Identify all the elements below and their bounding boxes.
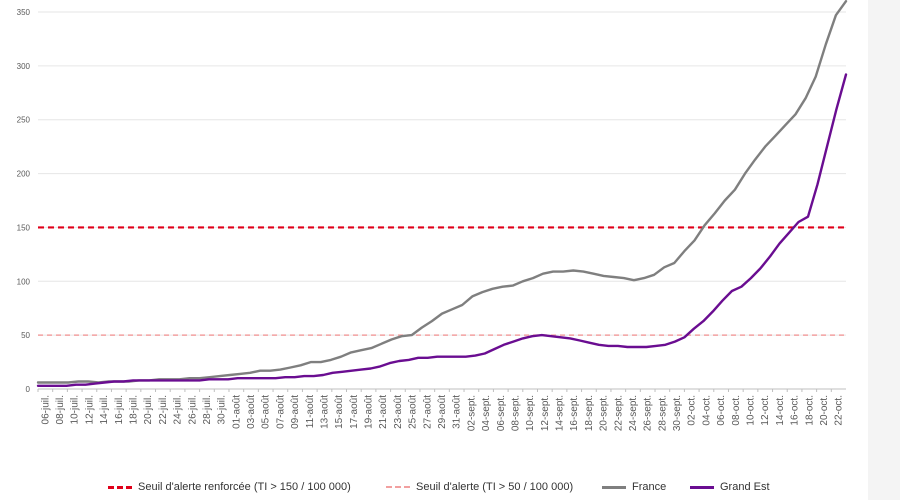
x-tick-label: 16-sept.	[569, 395, 580, 431]
legend-label-france: France	[632, 481, 667, 493]
grey-line-swatch	[602, 485, 626, 489]
x-tick-label: 03-août	[246, 395, 257, 429]
y-tick-label: 50	[21, 331, 30, 340]
x-tick-label: 13-août	[319, 395, 330, 429]
legend-item-france: France	[602, 481, 666, 493]
legend-label-grand-est: Grand Est	[720, 481, 770, 493]
x-tick-label: 22-sept.	[613, 395, 624, 431]
x-tick-label: 06-juil.	[40, 395, 51, 424]
x-tick-label: 20-oct.	[819, 395, 830, 426]
x-tick-label: 30-juil.	[217, 395, 228, 424]
x-tick-label: 22-juil.	[158, 395, 169, 424]
x-tick-label: 07-août	[275, 395, 286, 429]
x-tick-label: 30-sept.	[672, 395, 683, 431]
x-tick-label: 25-août	[408, 395, 419, 429]
x-tick-label: 12-oct.	[760, 395, 771, 426]
x-tick-label: 21-août	[378, 395, 389, 429]
x-tick-label: 18-sept.	[584, 395, 595, 431]
x-tick-label: 01-août	[231, 395, 242, 429]
chart-legend: Seuil d'alerte renforcée (TI > 150 / 100…	[0, 476, 900, 500]
x-tick-label: 19-août	[364, 395, 375, 429]
x-tick-label: 14-oct.	[775, 395, 786, 426]
x-tick-label: 04-sept.	[481, 395, 492, 431]
x-tick-label: 18-juil.	[128, 395, 139, 424]
x-tick-label: 10-sept.	[525, 395, 536, 431]
right-edge-panel	[868, 0, 900, 500]
x-tick-label: 29-août	[437, 395, 448, 429]
x-tick-label: 12-juil.	[84, 395, 95, 424]
y-tick-label: 350	[17, 8, 31, 17]
x-tick-label: 08-juil.	[55, 395, 66, 424]
series-line-france	[36, 0, 848, 384]
legend-label-seuil-renforce: Seuil d'alerte renforcée (TI > 150 / 100…	[138, 481, 351, 493]
x-tick-label: 10-juil.	[70, 395, 81, 424]
y-tick-label: 150	[17, 223, 31, 232]
legend-label-seuil: Seuil d'alerte (TI > 50 / 100 000)	[416, 481, 574, 493]
x-tick-label: 27-août	[422, 395, 433, 429]
legend-item-seuil: Seuil d'alerte (TI > 50 / 100 000)	[386, 481, 573, 493]
legend-item-grand-est: Grand Est	[690, 481, 770, 493]
y-tick-label: 250	[17, 116, 31, 125]
red-dashed-line-swatch	[108, 485, 132, 489]
x-tick-label: 06-oct.	[716, 395, 727, 426]
x-tick-label: 24-juil.	[173, 395, 184, 424]
legend-item-seuil-renforce: Seuil d'alerte renforcée (TI > 150 / 100…	[108, 481, 351, 493]
purple-line-swatch	[690, 485, 714, 489]
x-tick-label: 10-oct.	[746, 395, 757, 426]
x-tick-label: 12-sept.	[540, 395, 551, 431]
x-tick-label: 28-juil.	[202, 395, 213, 424]
x-tick-label: 06-sept.	[496, 395, 507, 431]
x-tick-label: 28-sept.	[657, 395, 668, 431]
x-tick-label: 15-août	[334, 395, 345, 429]
y-tick-label: 100	[17, 277, 31, 286]
x-tick-label: 22-oct.	[834, 395, 845, 426]
x-tick-label: 20-sept.	[599, 395, 610, 431]
series-line-grand-est	[36, 73, 848, 387]
x-tick-label: 02-sept.	[466, 395, 477, 431]
x-tick-label: 26-juil.	[187, 395, 198, 424]
x-tick-label: 11-août	[305, 395, 316, 428]
x-tick-label: 14-juil.	[99, 395, 110, 424]
x-tick-label: 08-oct.	[731, 395, 742, 426]
x-tick-label: 31-août	[452, 395, 463, 429]
x-tick-label: 24-sept.	[628, 395, 639, 431]
x-tick-label: 09-août	[290, 395, 301, 429]
x-tick-label: 26-sept.	[643, 395, 654, 431]
x-tick-label: 04-oct.	[701, 395, 712, 426]
x-tick-label: 17-août	[349, 395, 360, 429]
x-tick-label: 20-juil.	[143, 395, 154, 424]
x-tick-label: 18-oct.	[804, 395, 815, 426]
x-tick-label: 23-août	[393, 395, 404, 429]
x-tick-label: 14-sept.	[555, 395, 566, 431]
x-tick-label: 08-sept.	[510, 395, 521, 431]
x-tick-label: 02-oct.	[687, 395, 698, 426]
x-tick-label: 05-août	[261, 395, 272, 429]
y-tick-label: 300	[17, 62, 31, 71]
x-tick-label: 16-juil.	[114, 395, 125, 424]
x-tick-label: 16-oct.	[790, 395, 801, 426]
y-tick-label: 200	[17, 170, 31, 179]
pink-dashed-line-swatch	[386, 486, 410, 488]
y-tick-label: 0	[26, 385, 31, 394]
